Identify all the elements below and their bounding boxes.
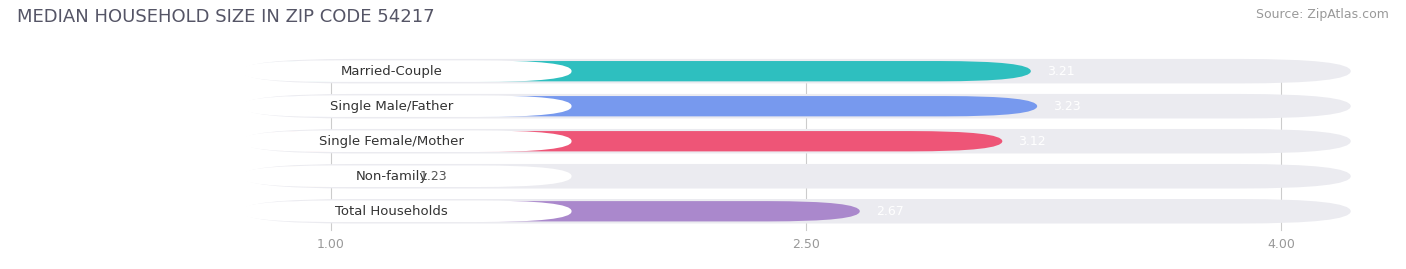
- Text: Non-family: Non-family: [356, 170, 427, 183]
- FancyBboxPatch shape: [239, 61, 572, 82]
- FancyBboxPatch shape: [239, 130, 572, 152]
- FancyBboxPatch shape: [242, 59, 1351, 83]
- FancyBboxPatch shape: [242, 166, 404, 186]
- Text: Single Female/Mother: Single Female/Mother: [319, 135, 464, 148]
- FancyBboxPatch shape: [242, 201, 860, 221]
- Text: 3.21: 3.21: [1046, 65, 1074, 78]
- Text: 2.67: 2.67: [876, 205, 904, 218]
- Text: MEDIAN HOUSEHOLD SIZE IN ZIP CODE 54217: MEDIAN HOUSEHOLD SIZE IN ZIP CODE 54217: [17, 8, 434, 26]
- Text: 3.12: 3.12: [1018, 135, 1046, 148]
- FancyBboxPatch shape: [242, 61, 1031, 81]
- Text: 3.23: 3.23: [1053, 100, 1081, 113]
- FancyBboxPatch shape: [242, 96, 1038, 116]
- FancyBboxPatch shape: [242, 199, 1351, 224]
- Text: Married-Couple: Married-Couple: [340, 65, 443, 78]
- FancyBboxPatch shape: [242, 94, 1351, 118]
- FancyBboxPatch shape: [242, 129, 1351, 154]
- FancyBboxPatch shape: [239, 95, 572, 117]
- FancyBboxPatch shape: [239, 165, 572, 187]
- FancyBboxPatch shape: [239, 200, 572, 222]
- Text: Single Male/Father: Single Male/Father: [330, 100, 453, 113]
- Text: Source: ZipAtlas.com: Source: ZipAtlas.com: [1256, 8, 1389, 21]
- Text: 1.23: 1.23: [419, 170, 447, 183]
- FancyBboxPatch shape: [242, 164, 1351, 189]
- FancyBboxPatch shape: [242, 131, 1002, 151]
- Text: Total Households: Total Households: [336, 205, 449, 218]
